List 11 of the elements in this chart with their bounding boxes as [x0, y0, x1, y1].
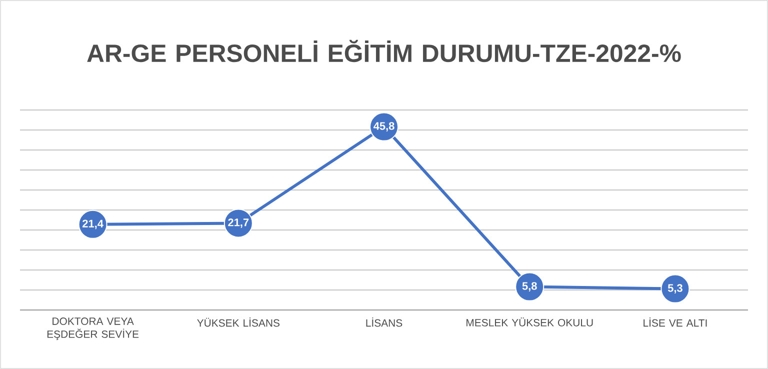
chart-title: AR-GE PERSONELİ EĞİTİM DURUMU-TZE-2022-%: [87, 40, 681, 62]
data-label: 21,4: [82, 220, 104, 230]
data-label: 5,8: [522, 282, 537, 292]
data-label: 21,7: [228, 218, 249, 228]
x-tick-label: YÜKSEK LİSANS: [197, 318, 280, 327]
x-tick-label: DOKTORA VEYA EŞDEĞER SEVİYE: [47, 318, 139, 340]
data-label: 45,8: [374, 122, 394, 132]
data-label: 5,3: [668, 284, 682, 294]
x-tick-label: LİSE VE ALTI: [644, 318, 707, 327]
x-tick-label: LİSANS: [366, 318, 402, 327]
x-tick-label: MESLEK YÜKSEK OKULU: [466, 318, 593, 326]
